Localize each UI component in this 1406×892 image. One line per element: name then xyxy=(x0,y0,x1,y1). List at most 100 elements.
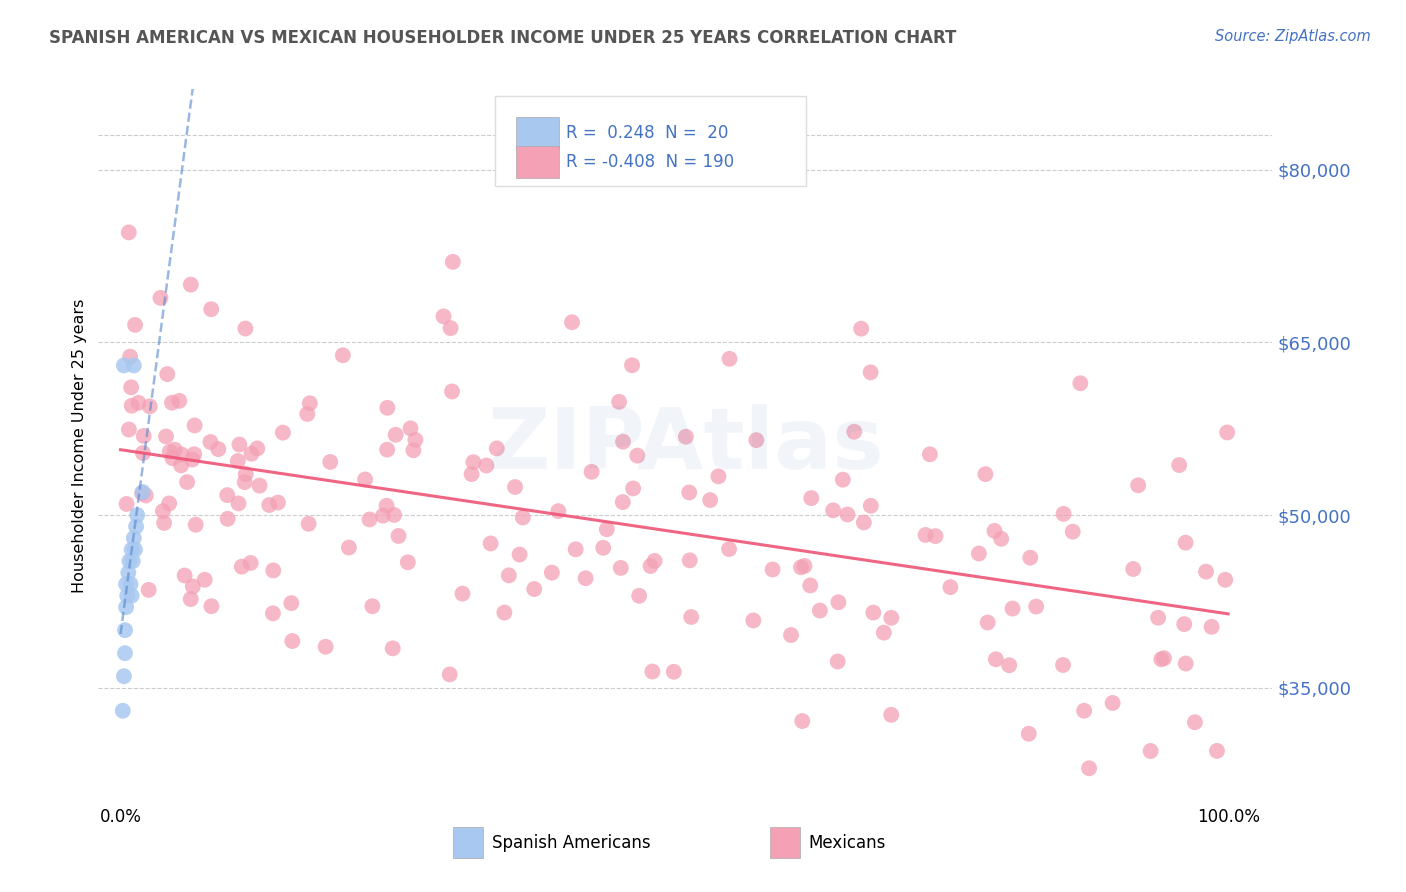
Point xyxy=(1052,658,1074,673)
Point xyxy=(115,497,138,511)
Point xyxy=(132,446,155,460)
Point xyxy=(718,351,741,366)
Point xyxy=(181,579,204,593)
Point xyxy=(131,486,153,500)
Point xyxy=(485,442,508,456)
Point xyxy=(1216,425,1239,440)
Point xyxy=(404,433,426,447)
Point xyxy=(441,255,464,269)
Point xyxy=(1174,657,1197,671)
Point xyxy=(181,452,204,467)
Point xyxy=(114,646,136,660)
Point xyxy=(1001,601,1024,615)
Point xyxy=(1069,376,1091,391)
Point xyxy=(1206,744,1229,758)
Point xyxy=(120,577,142,591)
Point xyxy=(523,582,546,596)
Point xyxy=(298,396,321,410)
Point xyxy=(280,596,302,610)
Point xyxy=(396,555,419,569)
Point xyxy=(127,508,149,522)
Point xyxy=(1153,651,1175,665)
Point xyxy=(679,553,702,567)
Point xyxy=(112,359,135,373)
Point xyxy=(626,449,648,463)
Point xyxy=(1150,652,1173,666)
Point xyxy=(939,580,962,594)
Point xyxy=(183,447,205,461)
Point xyxy=(644,554,666,568)
Point xyxy=(793,558,815,573)
Point xyxy=(592,541,614,555)
Point xyxy=(200,599,222,614)
Point xyxy=(153,516,176,530)
Point xyxy=(217,512,239,526)
FancyBboxPatch shape xyxy=(770,827,800,858)
Point xyxy=(118,226,141,240)
Point xyxy=(162,451,184,466)
Point xyxy=(157,496,180,510)
Point xyxy=(115,577,138,591)
Point xyxy=(239,556,262,570)
Point xyxy=(114,623,136,637)
Point xyxy=(441,384,464,399)
Point xyxy=(1019,550,1042,565)
Point xyxy=(1168,458,1191,472)
Point xyxy=(387,529,409,543)
Point xyxy=(463,455,485,469)
Point xyxy=(1173,617,1195,632)
Point xyxy=(138,582,160,597)
Point xyxy=(262,564,284,578)
Point xyxy=(718,542,741,557)
Point xyxy=(837,508,859,522)
Point xyxy=(160,395,183,409)
Point xyxy=(235,467,257,481)
Text: Source: ZipAtlas.com: Source: ZipAtlas.com xyxy=(1215,29,1371,44)
Point xyxy=(354,472,377,486)
Point xyxy=(111,704,134,718)
Point xyxy=(799,578,821,592)
Point xyxy=(967,547,990,561)
Point xyxy=(361,599,384,614)
Point xyxy=(581,465,603,479)
Point xyxy=(200,302,222,317)
Point xyxy=(125,519,148,533)
Point xyxy=(207,442,229,456)
Point xyxy=(547,504,569,518)
Point xyxy=(217,488,239,502)
Point xyxy=(183,418,205,433)
Point xyxy=(503,480,526,494)
Point xyxy=(983,524,1005,538)
Point xyxy=(873,625,896,640)
Point xyxy=(231,559,253,574)
Point xyxy=(610,561,633,575)
Point xyxy=(118,554,141,568)
Point xyxy=(257,498,280,512)
Point xyxy=(790,560,813,574)
Point xyxy=(498,568,520,582)
Point xyxy=(399,421,422,435)
Point xyxy=(240,447,263,461)
Point xyxy=(494,606,516,620)
Point xyxy=(612,434,634,449)
Point xyxy=(675,430,697,444)
Point xyxy=(561,315,583,329)
Point xyxy=(1147,611,1170,625)
Point xyxy=(139,400,162,414)
FancyBboxPatch shape xyxy=(495,96,807,186)
Point xyxy=(852,516,875,530)
Text: SPANISH AMERICAN VS MEXICAN HOUSEHOLDER INCOME UNDER 25 YEARS CORRELATION CHART: SPANISH AMERICAN VS MEXICAN HOUSEHOLDER … xyxy=(49,29,956,46)
Point xyxy=(460,467,482,482)
Point xyxy=(281,634,304,648)
Point xyxy=(1122,562,1144,576)
Point xyxy=(859,499,882,513)
Point xyxy=(132,485,155,500)
Point xyxy=(1101,696,1123,710)
Point xyxy=(862,606,884,620)
Text: R =  0.248  N =  20: R = 0.248 N = 20 xyxy=(565,125,728,143)
Point xyxy=(156,367,179,381)
Point xyxy=(827,595,849,609)
Point xyxy=(122,531,145,545)
Point xyxy=(149,291,172,305)
Text: R = -0.408  N = 190: R = -0.408 N = 190 xyxy=(565,153,734,171)
